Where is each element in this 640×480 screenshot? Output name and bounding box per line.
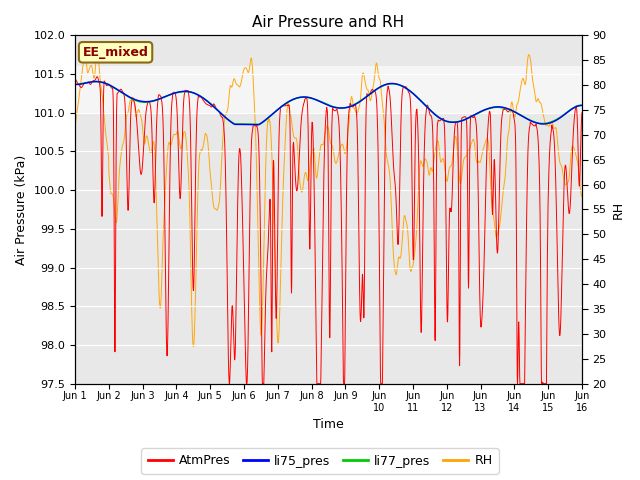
Legend: AtmPres, li75_pres, li77_pres, RH: AtmPres, li75_pres, li77_pres, RH bbox=[141, 448, 499, 474]
Title: Air Pressure and RH: Air Pressure and RH bbox=[252, 15, 404, 30]
Y-axis label: Air Pressure (kPa): Air Pressure (kPa) bbox=[15, 155, 28, 264]
Text: EE_mixed: EE_mixed bbox=[83, 46, 148, 59]
Bar bbox=[75, 66, 582, 113]
Y-axis label: RH: RH bbox=[612, 201, 625, 218]
X-axis label: Time: Time bbox=[313, 419, 344, 432]
